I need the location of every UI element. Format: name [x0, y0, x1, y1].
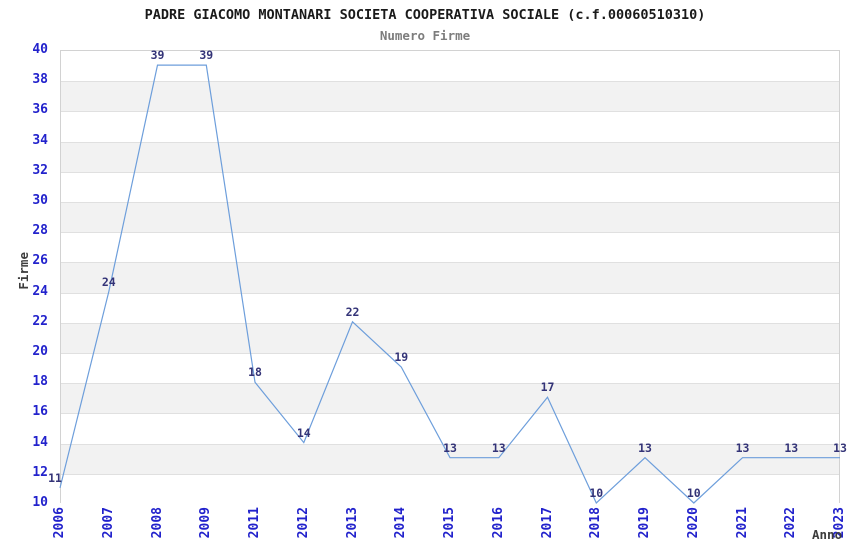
- point-value-label: 14: [296, 425, 311, 440]
- gridline: [61, 202, 839, 203]
- x-tick-label: 2017: [539, 507, 555, 539]
- y-tick-label: 36: [32, 102, 48, 118]
- chart-subtitle: Numero Firme: [379, 28, 471, 43]
- point-value-label: 17: [540, 380, 555, 395]
- y-tick-label: 12: [32, 464, 48, 480]
- gridline: [61, 81, 839, 83]
- gridline: [61, 383, 839, 385]
- y-tick-label: 20: [32, 344, 48, 359]
- band: [61, 51, 839, 82]
- x-tick-label: 2018: [588, 507, 604, 539]
- gridline: [61, 292, 839, 294]
- x-tick-label: 2008: [149, 507, 165, 539]
- band: [61, 443, 839, 474]
- y-tick-label: 34: [32, 132, 48, 148]
- gridline: [61, 413, 839, 415]
- point-value-label: 13: [443, 440, 457, 455]
- x-tick-label: 2022: [783, 507, 799, 539]
- point-value-label: 39: [150, 48, 165, 63]
- point-value-label: 39: [199, 48, 214, 63]
- band: [61, 202, 839, 233]
- gridline: [61, 141, 839, 143]
- y-tick-label: 32: [32, 162, 48, 178]
- point-value-label: 13: [638, 440, 652, 455]
- band: [61, 353, 839, 384]
- x-tick-label: 2021: [734, 507, 750, 539]
- plot-area: [60, 50, 840, 504]
- x-tick-label: 2015: [442, 507, 457, 539]
- gridline: [61, 473, 839, 475]
- band: [61, 232, 839, 263]
- x-axis-title: Anno: [812, 527, 843, 542]
- y-tick-label: 30: [32, 193, 48, 208]
- x-tick-label: 2016: [490, 507, 506, 539]
- x-tick-label: 2011: [247, 507, 262, 539]
- gridline: [61, 353, 839, 354]
- band: [61, 141, 839, 172]
- band: [61, 383, 839, 414]
- band: [61, 292, 839, 323]
- gridline: [61, 232, 839, 234]
- y-tick-label: 16: [32, 404, 48, 420]
- y-tick-label: 26: [32, 253, 48, 269]
- gridline: [61, 171, 839, 173]
- y-tick-label: 40: [32, 42, 48, 57]
- band: [61, 322, 839, 353]
- x-tick-label: 2009: [198, 507, 214, 539]
- x-tick-label: 2013: [344, 507, 360, 539]
- chart-title: PADRE GIACOMO MONTANARI SOCIETA COOPERAT…: [144, 7, 706, 23]
- y-tick-label: 22: [32, 313, 48, 329]
- gridline: [61, 443, 839, 445]
- band: [61, 111, 839, 142]
- point-value-label: 24: [101, 274, 116, 289]
- series-line: [59, 64, 840, 505]
- y-tick-label: 14: [32, 434, 48, 450]
- x-tick-label: 2019: [637, 507, 652, 539]
- point-value-label: 13: [833, 440, 847, 455]
- x-tick-label: 2012: [295, 507, 311, 539]
- point-value-label: 13: [491, 440, 506, 455]
- x-tick-label: 2006: [52, 507, 67, 539]
- x-tick-label: 2014: [393, 507, 409, 539]
- gridline: [61, 262, 839, 264]
- gridline: [61, 111, 839, 113]
- point-value-label: 19: [394, 350, 409, 365]
- gridline: [61, 322, 839, 324]
- y-tick-label: 18: [32, 374, 48, 390]
- band: [61, 262, 839, 293]
- x-tick-label: 2020: [685, 507, 701, 539]
- y-tick-label: 10: [32, 495, 48, 510]
- band: [61, 413, 839, 444]
- band: [61, 81, 839, 112]
- y-tick-label: 24: [32, 283, 48, 299]
- point-value-label: 10: [589, 486, 604, 500]
- point-value-label: 11: [48, 470, 62, 485]
- band: [61, 171, 839, 202]
- y-tick-label: 28: [32, 223, 48, 239]
- line-series: [59, 64, 840, 505]
- y-tick-label: 38: [32, 72, 48, 88]
- point-value-label: 18: [248, 365, 262, 380]
- point-value-label: 13: [735, 440, 750, 455]
- point-value-label: 22: [345, 304, 360, 319]
- point-value-label: 10: [686, 486, 701, 500]
- point-value-label: 13: [784, 440, 799, 455]
- x-tick-label: 2007: [100, 507, 116, 539]
